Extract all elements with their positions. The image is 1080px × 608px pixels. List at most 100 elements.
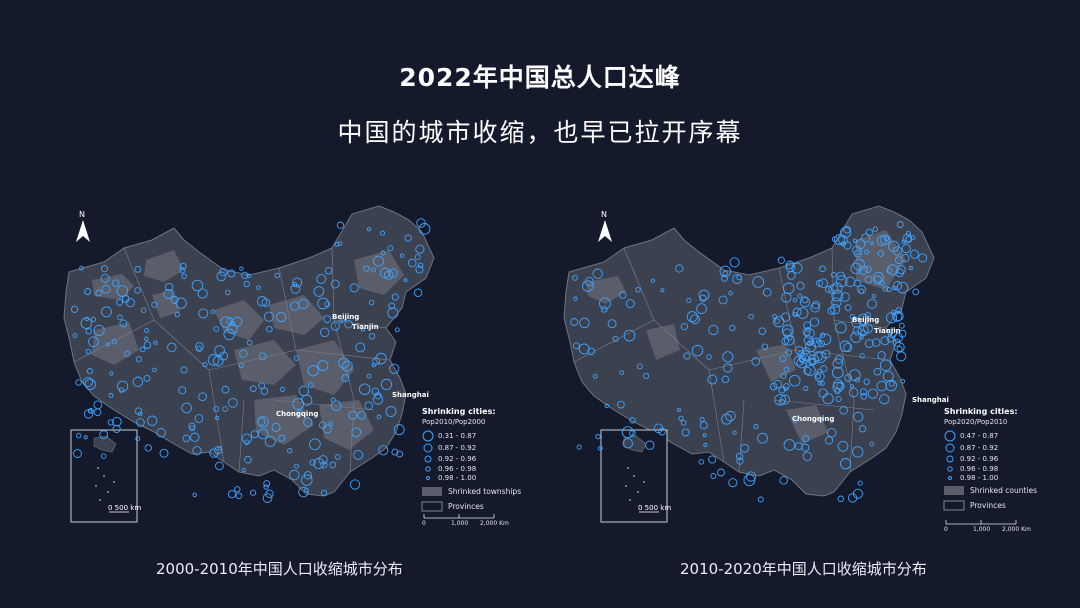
city-circle [918,253,928,263]
city-circle [848,387,859,398]
city-circle [153,340,158,345]
city-circle [279,386,285,392]
city-circle [178,386,187,395]
city-circle [810,302,820,313]
legend-symbols [421,430,443,512]
shrinked-townships [92,250,404,450]
city-circle [320,489,328,497]
city-circle [811,300,821,310]
city-circle [658,427,666,436]
city-circle [774,393,787,406]
city-circle [399,253,405,259]
city-circle [869,441,875,447]
city-circle [779,476,788,485]
city-circle [863,378,870,385]
city-circle [388,268,398,278]
city-circle [818,388,828,398]
city-circle [847,493,858,503]
city-circle [736,457,744,465]
city-circle [653,423,664,434]
city-circle [690,314,700,325]
city-circle [376,414,382,420]
city-circle [877,351,886,360]
legend-class-5: 0.98 - 1.00 [960,474,999,482]
city-circle [872,226,878,232]
city-circle [728,478,738,488]
city-circle [680,322,689,331]
city-circle [629,430,636,437]
city-circle [736,274,742,281]
city-circle [853,411,864,422]
legend-title: Shrinking cities: [422,407,496,416]
city-circle [743,474,756,487]
city-circle [404,234,412,242]
city-circle [792,418,798,424]
city-circle [650,278,656,283]
city-circle [134,407,143,415]
map-panel-2000-2010: N 0 500 km Beijing Tianjin Shanghai Chon… [34,200,544,540]
city-circle [194,414,204,423]
city-circle [349,283,359,293]
city-circle [408,258,417,268]
city-circle [587,347,595,356]
city-circle [83,409,94,419]
legend-class-5: 0.98 - 1.00 [438,474,477,482]
city-circle [339,319,344,324]
city-circle [217,446,222,451]
city-circle [289,469,300,481]
city-circle [831,289,844,302]
city-circle [792,311,798,317]
city-label-tianjin: Tianjin [352,323,379,331]
city-circle [415,244,425,254]
city-circle [388,302,396,310]
city-circle [147,415,158,426]
city-circle [372,357,381,366]
city-circle [179,267,186,274]
city-circle [292,277,303,288]
city-circle [865,228,874,237]
city-circle [413,288,423,297]
city-circle [84,378,96,390]
city-circle [861,233,871,243]
city-circle [595,433,601,440]
city-circle [189,425,196,432]
city-circle [901,244,911,254]
city-circle [740,443,750,453]
city-circle [864,312,871,319]
city-circle [912,288,920,296]
city-circle [182,434,191,443]
city-circle [864,249,870,255]
legend-province-label: Provinces [970,501,1006,510]
scale-tick-1000: 1,000 [973,526,991,533]
city-circle [818,278,829,289]
city-circle [876,380,887,392]
city-circle [210,309,216,315]
china-map-2000-2010 [63,205,495,523]
city-circle [835,275,848,288]
city-circle [722,351,734,363]
city-circle [869,241,875,246]
city-circle [80,317,93,329]
city-circle [830,271,837,278]
city-circle [276,311,287,323]
city-circle [779,355,787,363]
city-circle [351,427,362,438]
city-circle [834,234,845,246]
legend-class-3: 0.92 - 0.96 [438,455,477,463]
city-circle [799,296,811,308]
city-circle [660,288,665,293]
city-circle [100,273,110,283]
city-circle [109,371,114,376]
province-borders [73,247,391,473]
city-circle [706,354,712,360]
city-circle [156,428,166,438]
city-circle [819,265,826,273]
city-circle [191,279,204,292]
city-circle [864,265,872,274]
city-circle [816,368,823,375]
city-circle [617,400,625,409]
city-circle [152,367,157,373]
city-circle [379,230,386,236]
city-circle [831,236,838,243]
city-circle [79,265,84,271]
